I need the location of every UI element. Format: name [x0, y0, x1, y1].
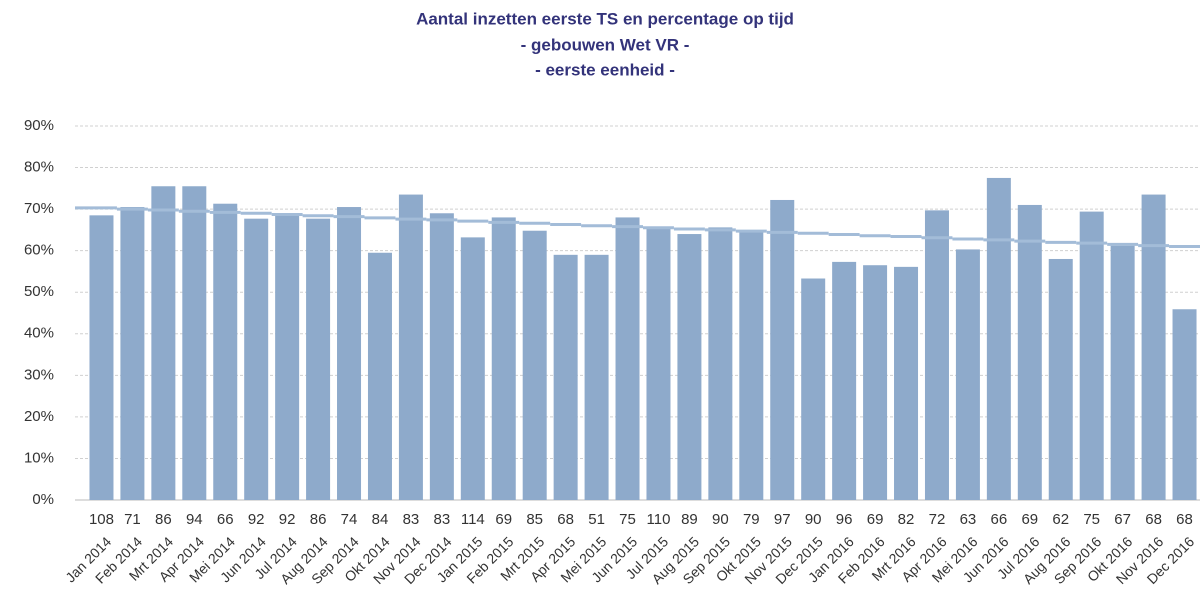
count-label: 62 — [1052, 511, 1069, 528]
bar — [584, 254, 609, 500]
y-tick-label: 20% — [24, 408, 54, 425]
count-label: 86 — [155, 511, 172, 528]
count-label: 69 — [495, 511, 512, 528]
count-label: 68 — [557, 511, 574, 528]
bar — [1172, 309, 1197, 500]
chart-title: Aantal inzetten eerste TS en percentage … — [416, 9, 794, 28]
chart-subtitle: - gebouwen Wet VR - — [521, 35, 690, 54]
bar — [151, 186, 176, 500]
count-label: 69 — [1021, 511, 1038, 528]
count-label: 96 — [836, 511, 853, 528]
y-tick-label: 10% — [24, 449, 54, 466]
count-label: 82 — [898, 511, 915, 528]
bar — [770, 199, 795, 501]
bar — [986, 177, 1011, 500]
count-label: 63 — [960, 511, 977, 528]
count-label: 71 — [124, 511, 141, 528]
count-label: 68 — [1145, 511, 1162, 528]
count-label: 74 — [341, 511, 358, 528]
bar — [1141, 194, 1166, 501]
bar — [615, 217, 640, 500]
bar — [739, 231, 764, 500]
count-label: 69 — [867, 511, 884, 528]
bar — [894, 266, 919, 500]
count-label: 75 — [1083, 511, 1100, 528]
bar — [677, 234, 702, 501]
count-label: 92 — [279, 511, 296, 528]
bar — [213, 203, 238, 500]
count-label: 68 — [1176, 511, 1193, 528]
bar — [244, 218, 269, 500]
y-tick-label: 0% — [32, 491, 54, 508]
count-label: 94 — [186, 511, 203, 528]
count-label: 108 — [89, 511, 114, 528]
count-label: 72 — [929, 511, 946, 528]
bar — [1079, 211, 1104, 501]
count-label: 90 — [805, 511, 822, 528]
y-tick-label: 90% — [24, 117, 54, 134]
bar — [306, 218, 331, 500]
count-label: 51 — [588, 511, 605, 528]
count-label: 85 — [526, 511, 543, 528]
bar — [708, 227, 733, 500]
bar — [460, 237, 485, 500]
y-tick-label: 80% — [24, 159, 54, 176]
y-tick-label: 60% — [24, 242, 54, 259]
count-label: 97 — [774, 511, 791, 528]
bar — [801, 278, 826, 500]
y-tick-label: 50% — [24, 283, 54, 300]
count-label: 92 — [248, 511, 265, 528]
y-tick-label: 70% — [24, 200, 54, 217]
y-tick-label: 30% — [24, 366, 54, 383]
count-label: 86 — [310, 511, 327, 528]
count-label: 110 — [647, 511, 671, 528]
bar — [955, 249, 980, 500]
count-label: 66 — [991, 511, 1008, 528]
bar — [275, 215, 300, 500]
count-label: 89 — [681, 511, 698, 528]
count-label: 83 — [403, 511, 420, 528]
bar — [522, 230, 547, 500]
count-label: 67 — [1114, 511, 1131, 528]
bar — [429, 213, 454, 500]
count-label: 66 — [217, 511, 234, 528]
chart-subtitle: - eerste eenheid - — [535, 60, 675, 79]
bar — [1048, 258, 1073, 500]
bar — [182, 186, 207, 500]
bar — [553, 254, 578, 500]
count-label: 83 — [434, 511, 451, 528]
bar — [337, 207, 362, 501]
count-label: 75 — [619, 511, 636, 528]
y-tick-label: 40% — [24, 325, 54, 342]
count-label: 90 — [712, 511, 729, 528]
bar — [1017, 204, 1042, 500]
bar — [1110, 245, 1135, 500]
bar — [646, 227, 671, 501]
bar — [924, 210, 949, 500]
bar — [863, 265, 888, 500]
bar — [120, 207, 145, 501]
count-label: 79 — [743, 511, 760, 528]
bar — [367, 252, 392, 500]
count-label: 114 — [461, 511, 485, 528]
bar — [398, 194, 423, 501]
bar — [89, 215, 114, 500]
bar — [491, 217, 516, 500]
count-label: 84 — [372, 511, 389, 528]
bar — [832, 261, 857, 500]
